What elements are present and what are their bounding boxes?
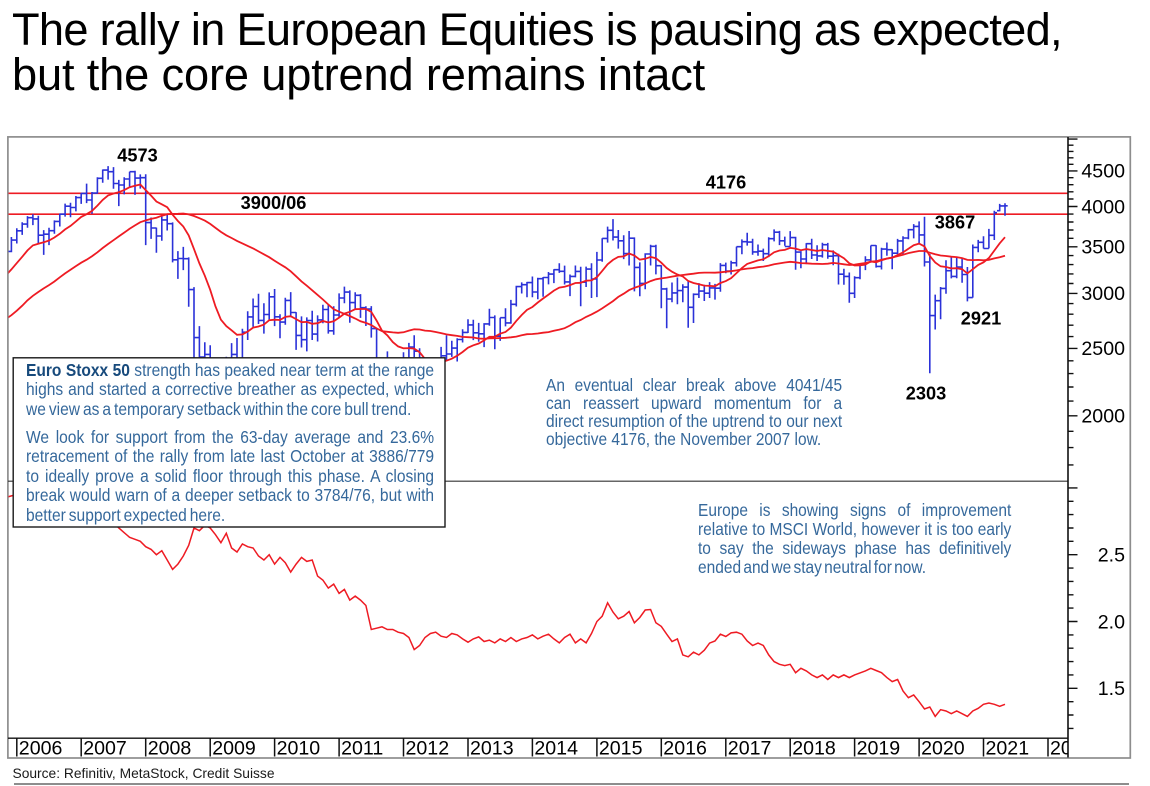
svg-text:2006: 2006 [19,738,63,760]
svg-text:2009: 2009 [212,738,256,760]
svg-text:2018: 2018 [792,738,836,760]
svg-text:2021: 2021 [986,738,1030,760]
svg-text:2016: 2016 [663,738,707,760]
svg-text:3500: 3500 [1081,237,1125,259]
svg-text:2011: 2011 [341,738,383,760]
svg-text:2012: 2012 [406,738,450,760]
svg-text:2007: 2007 [83,738,127,760]
svg-text:2303: 2303 [906,384,946,404]
svg-text:2.5: 2.5 [1098,545,1125,567]
svg-text:2020: 2020 [921,738,965,760]
svg-text:2000: 2000 [1081,406,1125,428]
svg-text:2019: 2019 [857,738,901,760]
svg-text:4500: 4500 [1081,161,1125,183]
svg-text:3000: 3000 [1081,283,1125,305]
svg-text:2015: 2015 [599,738,643,760]
svg-text:2008: 2008 [148,738,192,760]
svg-text:2014: 2014 [534,738,578,760]
svg-text:2.0: 2.0 [1098,611,1125,633]
svg-text:2500: 2500 [1081,338,1125,360]
svg-text:3900/06: 3900/06 [241,193,307,213]
svg-text:2017: 2017 [728,738,772,760]
svg-text:2921: 2921 [961,309,1001,329]
svg-text:2013: 2013 [470,738,514,760]
svg-text:4000: 4000 [1081,196,1125,218]
svg-text:4573: 4573 [117,146,157,166]
svg-text:3867: 3867 [935,213,975,233]
svg-text:2022: 2022 [1050,738,1094,760]
svg-text:4176: 4176 [706,173,746,193]
svg-text:1.5: 1.5 [1098,678,1125,700]
svg-text:2010: 2010 [277,738,321,760]
